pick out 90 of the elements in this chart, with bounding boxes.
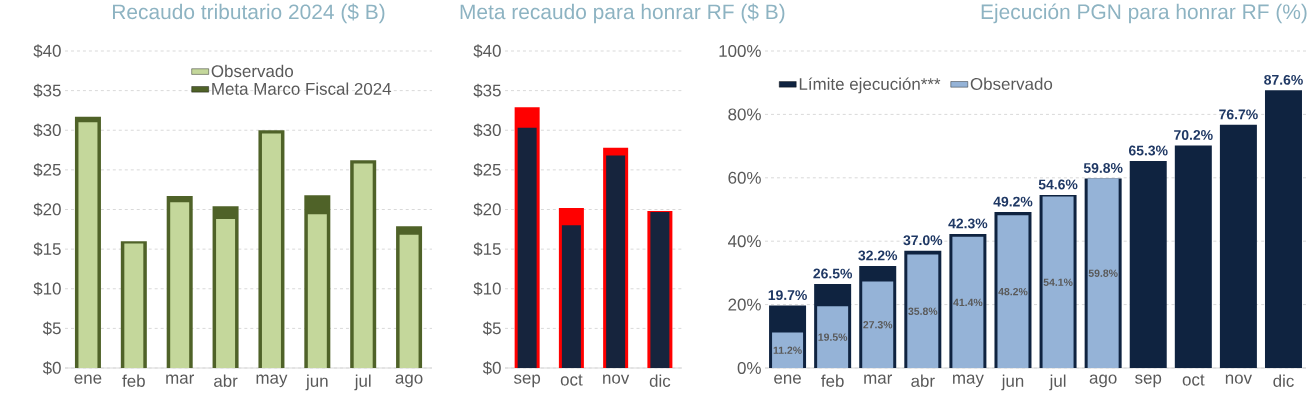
x-tick-label: feb (122, 374, 145, 387)
bar (216, 219, 236, 368)
data-label: 48.2% (998, 287, 1028, 296)
y-tick-label: $10 (33, 281, 61, 296)
y-tick-label: 60% (728, 171, 761, 184)
y-tick-label: $20 (473, 202, 501, 217)
x-tick-label: ene (774, 374, 801, 384)
y-tick-label: $20 (33, 202, 61, 217)
y-tick-label: 40% (727, 235, 761, 248)
y-tick-label: $5 (42, 321, 61, 336)
x-tick-label: feb (821, 374, 844, 387)
data-label: 70.2% (1174, 130, 1213, 140)
data-label: 49.2% (993, 196, 1033, 207)
x-tick-label: oct (1182, 374, 1205, 386)
data-label: 76.7% (1219, 109, 1258, 120)
data-label: 59.8% (1088, 269, 1118, 277)
y-tick-label: $25 (33, 163, 61, 177)
data-label: 65.3% (1128, 145, 1168, 156)
data-label: 11.2% (773, 346, 802, 354)
legend-label: Observado (211, 64, 294, 78)
data-label: 37.0% (903, 235, 943, 246)
data-label: 42.3% (948, 218, 988, 229)
y-tick-label: $40 (33, 44, 61, 58)
x-tick-label: ago (395, 374, 423, 388)
bar (817, 306, 849, 368)
data-label: 19.7% (768, 290, 807, 301)
data-label: 35.8% (908, 307, 938, 315)
bar (78, 122, 98, 368)
data-label: 27.3% (863, 321, 893, 329)
x-tick-label: dic (649, 374, 671, 387)
x-tick-label: sep (513, 374, 541, 388)
y-tick-label: $30 (473, 123, 501, 138)
bar (772, 332, 804, 368)
y-tick-label: $10 (473, 281, 501, 296)
y-tick-label: $15 (33, 242, 61, 256)
y-tick-label: 80% (728, 108, 761, 121)
bar (399, 234, 419, 368)
y-tick-label: $35 (33, 83, 61, 98)
x-tick-label: abr (214, 374, 238, 387)
y-tick-label: 0% (737, 362, 761, 374)
bar (1129, 161, 1167, 368)
bar (170, 202, 190, 368)
y-tick-label: 100% (719, 45, 761, 57)
y-tick-label: $35 (473, 83, 501, 98)
bar (307, 214, 327, 368)
data-label: 54.6% (1038, 179, 1078, 190)
x-tick-label: abr (911, 374, 935, 387)
y-tick-label: $15 (473, 242, 501, 256)
x-tick-label: ago (1089, 374, 1117, 388)
x-tick-label: nov (603, 374, 630, 384)
legend-label: Límite ejecución*** (799, 77, 941, 94)
bar (862, 281, 894, 368)
x-tick-label: mar (864, 374, 893, 384)
bar (1174, 145, 1212, 368)
x-tick-label: sep (1135, 374, 1162, 388)
x-tick-label: jun (1001, 374, 1024, 391)
y-tick-label: $40 (473, 44, 501, 58)
y-tick-label: $0 (482, 361, 501, 375)
bar (517, 127, 537, 368)
x-tick-label: nov (1225, 374, 1252, 384)
y-tick-label: 20% (728, 298, 761, 311)
x-tick-label: mar (166, 374, 194, 384)
x-tick-label: oct (560, 374, 583, 386)
bar (1264, 90, 1302, 368)
bar (606, 155, 626, 368)
y-tick-label: $0 (42, 361, 61, 375)
data-label: 19.5% (818, 333, 848, 341)
x-tick-label: may (256, 374, 288, 388)
chart-title: Ejecución PGN para honrar RF (%) (981, 3, 1307, 24)
y-tick-label: $5 (482, 321, 501, 336)
x-tick-label: jun (305, 374, 328, 391)
bar (561, 225, 581, 368)
legend-label: Observado (970, 77, 1053, 90)
x-tick-label: dic (1273, 374, 1294, 387)
data-label: 41.4% (953, 298, 983, 307)
legend-label: Meta Marco Fiscal 2024 (212, 82, 392, 95)
data-label: 59.8% (1083, 163, 1123, 173)
y-tick-label: $25 (473, 163, 501, 177)
chart-title: Recaudo tributario 2024 ($ B) (113, 3, 385, 24)
data-label: 26.5% (813, 268, 853, 279)
x-tick-label: jul (1049, 374, 1066, 391)
x-tick-label: jul (354, 374, 371, 391)
data-label: 54.1% (1043, 278, 1073, 286)
data-label: 87.6% (1264, 74, 1303, 85)
y-tick-label: $30 (33, 123, 61, 138)
x-tick-label: may (953, 374, 984, 388)
data-label: 32.2% (858, 250, 898, 261)
x-tick-label: ene (74, 374, 102, 384)
bar (1219, 124, 1257, 368)
chart-title: Meta recaudo para honrar RF ($ B) (460, 3, 785, 24)
